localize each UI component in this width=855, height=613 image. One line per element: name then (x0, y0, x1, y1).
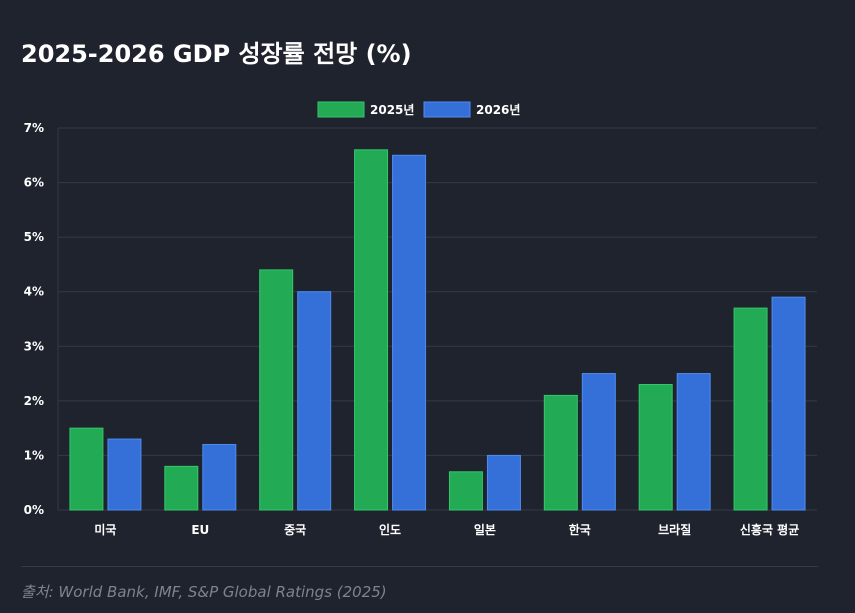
chart-title: 2025-2026 GDP 성장률 전망 (%) (21, 40, 412, 68)
bar-2025-5 (543, 394, 578, 511)
y-tick-label: 5% (24, 230, 44, 244)
x-tick-label: 일본 (474, 523, 496, 537)
legend-swatch (317, 101, 365, 118)
y-tick-label: 6% (24, 176, 44, 190)
y-tick-label: 2% (24, 394, 44, 408)
y-tick-label: 1% (24, 448, 44, 462)
y-tick-label: 3% (24, 339, 44, 353)
source-note: 출처: World Bank, IMF, S&P Global Ratings … (21, 583, 387, 601)
bar-2026-4 (486, 454, 521, 511)
legend-label: 2026년 (476, 103, 520, 117)
x-tick-label: 인도 (379, 522, 401, 537)
y-tick-label: 4% (24, 285, 44, 299)
bar-2026-1 (202, 444, 237, 511)
x-tick-label: 미국 (94, 522, 116, 537)
divider (21, 566, 818, 567)
bar-2026-7 (771, 296, 806, 511)
bar-2025-4 (448, 471, 483, 511)
bar-2026-5 (581, 373, 616, 511)
y-tick-label: 7% (24, 121, 44, 135)
x-tick-label: EU (191, 523, 209, 537)
bar-2025-6 (638, 383, 673, 511)
bar-2025-1 (164, 465, 199, 511)
bar-2025-7 (733, 307, 768, 511)
bar-2026-2 (297, 291, 332, 511)
x-tick-label: 브라질 (658, 522, 691, 537)
bar-chart: 0% 1% 2% 3% 4% 5% 6% 7% 미국 EU 중국 인도 일본 한국 브라질 신흥국 평균 202… (24, 101, 817, 537)
legend-swatch (423, 101, 471, 118)
bar-2025-2 (259, 269, 294, 511)
bar-2026-3 (392, 154, 427, 511)
bar-2025-3 (354, 149, 389, 511)
x-tick-label: 중국 (284, 523, 306, 537)
legend-label: 2025년 (370, 103, 414, 117)
x-tick-label: 한국 (569, 522, 591, 537)
y-tick-label: 0% (24, 503, 44, 517)
bar-2026-0 (107, 438, 142, 511)
bar-2026-6 (676, 373, 711, 511)
bar-2025-0 (69, 427, 104, 511)
x-tick-label: 신흥국 평균 (740, 522, 799, 537)
